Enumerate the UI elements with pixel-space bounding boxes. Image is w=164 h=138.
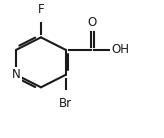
Text: O: O	[88, 16, 97, 29]
Text: N: N	[12, 68, 21, 81]
Text: OH: OH	[111, 43, 129, 56]
Text: Br: Br	[59, 97, 72, 110]
Text: F: F	[38, 3, 44, 16]
